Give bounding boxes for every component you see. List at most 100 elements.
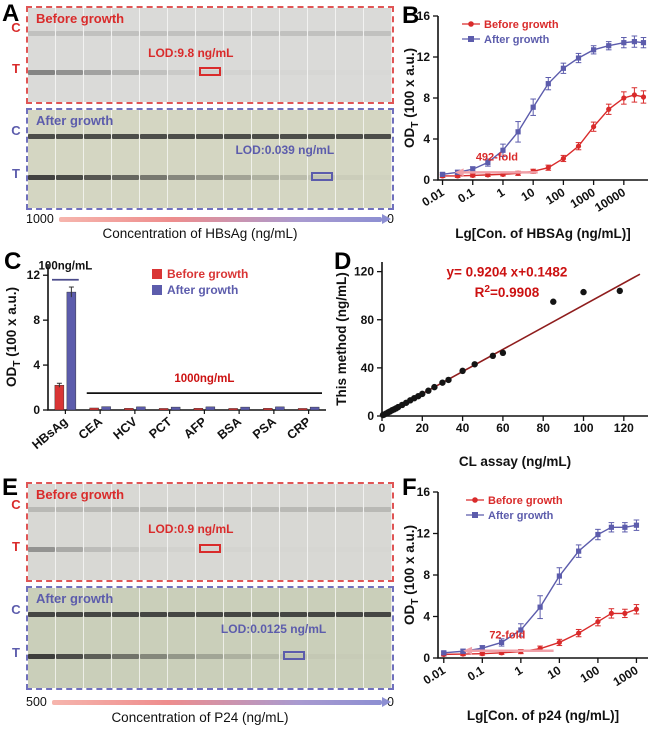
test-strip <box>112 484 140 580</box>
lod-annotation: LOD:0.9 ng/mL <box>148 522 234 537</box>
lfa-strips-after-growth-p24: After growth LOD:0.0125 ng/mL <box>26 586 394 690</box>
svg-text:0.1: 0.1 <box>465 663 487 684</box>
test-strip <box>280 484 308 580</box>
svg-text:PCT: PCT <box>146 414 174 441</box>
svg-text:100: 100 <box>573 421 593 435</box>
svg-text:16: 16 <box>417 9 431 23</box>
svg-text:1: 1 <box>512 663 525 679</box>
svg-text:20: 20 <box>416 421 430 435</box>
test-strip <box>196 484 224 580</box>
strip-set-title: Before growth <box>36 487 125 502</box>
test-line-label: T <box>12 539 20 554</box>
svg-text:8: 8 <box>423 91 430 105</box>
test-strip <box>28 588 56 688</box>
svg-text:CL assay (ng/mL): CL assay (ng/mL) <box>459 454 571 469</box>
lfa-strips-after-growth-hbsag: After growth LOD:0.039 ng/mL <box>26 108 394 210</box>
svg-text:Before growth: Before growth <box>484 19 559 31</box>
test-strip <box>112 588 140 688</box>
test-strip <box>280 588 308 688</box>
test-strip <box>364 110 392 208</box>
test-strip <box>168 484 196 580</box>
concentration-scale: 500 0 <box>26 695 394 709</box>
svg-text:4: 4 <box>423 610 430 624</box>
test-strip <box>252 484 280 580</box>
svg-text:4: 4 <box>423 132 430 146</box>
test-strip <box>28 110 56 208</box>
test-strip <box>168 588 196 688</box>
svg-text:0.01: 0.01 <box>419 185 447 209</box>
strip-array <box>28 588 392 688</box>
svg-text:After growth: After growth <box>488 510 554 522</box>
svg-text:R2=0.9908: R2=0.9908 <box>475 284 540 300</box>
test-line-label: T <box>12 166 20 181</box>
panel-letter-e: E <box>2 474 19 501</box>
test-strip <box>112 110 140 208</box>
svg-text:100ng/mL: 100ng/mL <box>39 261 93 273</box>
panel-e: E Before growth LOD:0.9 ng/mL C T After … <box>0 474 400 730</box>
test-strip <box>336 484 364 580</box>
control-line-label: C <box>11 20 21 35</box>
test-strip <box>252 588 280 688</box>
lod-marker-box <box>311 171 333 181</box>
test-strip <box>56 110 84 208</box>
svg-text:12: 12 <box>417 50 431 64</box>
svg-text:0: 0 <box>379 421 386 435</box>
concentration-caption: Concentration of P24 (ng/mL) <box>111 710 289 725</box>
test-strip <box>280 110 308 208</box>
series-after-growth <box>439 35 647 177</box>
test-strip <box>168 8 196 102</box>
test-strip <box>56 8 84 102</box>
svg-text:72-fold: 72-fold <box>489 629 525 641</box>
svg-text:16: 16 <box>417 485 431 499</box>
panel-a: A Before growth LOD:9.8 ng/mL C T After … <box>0 0 400 248</box>
control-line-label: C <box>11 123 21 138</box>
svg-text:Lg[Con. of HBSAg (ng/mL)]: Lg[Con. of HBSAg (ng/mL)] <box>455 226 630 241</box>
test-strip <box>308 8 336 102</box>
svg-text:492-fold: 492-fold <box>476 152 518 164</box>
strip-array <box>28 8 392 102</box>
test-strip <box>336 110 364 208</box>
svg-text:PSA: PSA <box>250 415 279 442</box>
panel-letter-b: B <box>402 2 420 29</box>
svg-text:1000ng/mL: 1000ng/mL <box>174 373 234 385</box>
test-strip <box>168 110 196 208</box>
test-strip <box>364 484 392 580</box>
test-strip <box>336 8 364 102</box>
test-strip <box>56 484 84 580</box>
concentration-scale: 1000 0 <box>26 212 394 226</box>
svg-text:100: 100 <box>543 185 568 208</box>
svg-text:1000: 1000 <box>568 185 598 211</box>
lod-marker-box <box>283 651 305 660</box>
test-strip <box>308 588 336 688</box>
lod-marker-box <box>199 67 221 77</box>
svg-text:ODT (100 x a.u.): ODT (100 x a.u.) <box>4 287 23 387</box>
svg-text:This method (ng/mL): This method (ng/mL) <box>334 272 349 405</box>
panel-letter-a: A <box>2 0 20 27</box>
chart-selectivity-bars: 0 4 8 12 ODT (100 x a.u.) HBsAg CEA HCV PCT AFP BS… <box>4 261 326 452</box>
test-strip <box>308 110 336 208</box>
panel-letter-c: C <box>4 248 22 275</box>
control-line-label: C <box>11 497 21 512</box>
scale-max-value: 1000 <box>26 212 54 226</box>
panel-c: C 0 4 8 12 ODT (100 x a.u.) HBsAg CEA HCV PCT AFP… <box>2 248 332 474</box>
svg-text:0: 0 <box>423 173 430 187</box>
test-strip <box>28 484 56 580</box>
strip-set-title: Before growth <box>36 11 125 26</box>
svg-text:ODT (100 x a.u.): ODT (100 x a.u.) <box>402 525 421 625</box>
svg-text:Before growth: Before growth <box>167 267 248 281</box>
svg-text:12: 12 <box>27 268 41 282</box>
strip-set-title: After growth <box>36 113 114 128</box>
svg-text:100: 100 <box>578 663 603 686</box>
concentration-caption: Concentration of HBsAg (ng/mL) <box>102 226 298 241</box>
test-strip <box>280 8 308 102</box>
svg-text:10: 10 <box>519 185 538 204</box>
test-strip <box>252 8 280 102</box>
test-strip <box>196 110 224 208</box>
svg-text:HCV: HCV <box>111 414 141 442</box>
test-strip <box>364 8 392 102</box>
test-strip <box>364 588 392 688</box>
test-strip <box>196 588 224 688</box>
svg-text:10000: 10000 <box>592 185 628 215</box>
panel-letter-f: F <box>402 474 417 501</box>
